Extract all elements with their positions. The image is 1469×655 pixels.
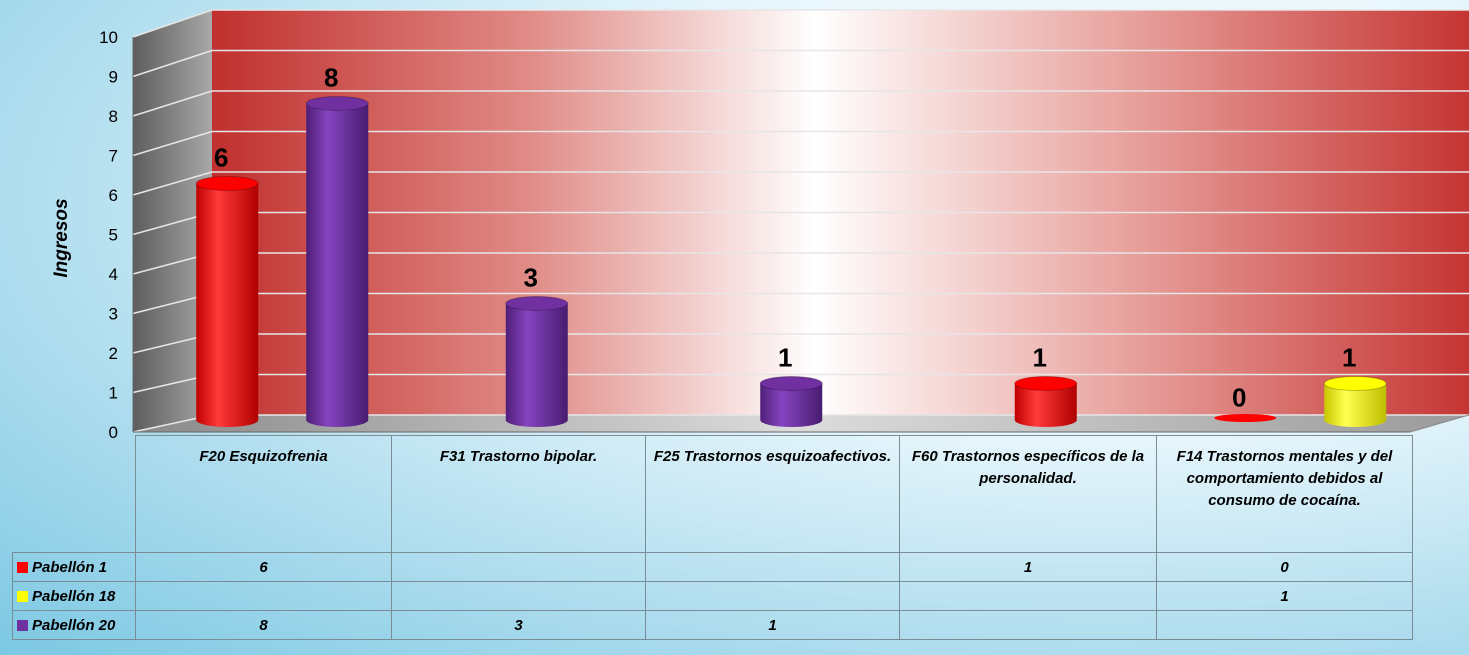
table-cell [899,581,1157,611]
bar-top [1214,414,1277,422]
gridline [132,90,213,117]
table-cell: 6 [135,552,392,582]
y-tick-label: 9 [109,68,118,87]
legend-label: Pabellón 18 [32,587,116,605]
table-cell: 1 [899,552,1157,582]
bar-top [305,96,369,111]
y-tick-label: 1 [109,384,118,403]
table-cell [1156,610,1413,640]
y-tick-label: 10 [99,28,118,47]
category-label: F25 Trastornos esquizoafectivos. [645,435,900,553]
bar-body [196,183,259,427]
category-label: F31 Trastorno bipolar. [391,435,646,553]
gridline [132,9,213,38]
bar-body [760,383,823,428]
gridline [132,171,213,196]
y-tick-labels: 0 1 2 3 4 5 6 7 8 9 10 [99,28,118,440]
table-cell [391,581,646,611]
side-wall [133,10,212,432]
table-cell [645,552,900,582]
bar-top [1323,376,1387,391]
data-label: 3 [524,263,538,293]
category-label: F20 Esquizofrenia [135,435,392,553]
table-row: Pabellón 20 8 3 1 [12,610,1413,640]
y-tick-label: 6 [109,186,118,205]
y-tick-label: 2 [109,344,118,363]
legend-entry: Pabellón 18 [12,581,136,611]
category-label: F14 Trastornos mentales y del comportami… [1156,435,1413,553]
table-row: Pabellón 1 6 1 0 [12,552,1413,582]
bar: 1 [759,343,823,428]
table-cell [645,581,900,611]
bar-body [1014,383,1077,428]
legend-swatch [17,561,28,573]
bar: 3 [505,263,569,428]
category-header-row: F20 Esquizofrenia F31 Trastorno bipolar.… [12,435,1413,553]
table-cell [391,552,646,582]
table-row: Pabellón 18 1 [12,581,1413,611]
legend-entry: Pabellón 20 [12,610,136,640]
legend-swatch [17,619,28,631]
bar-top [1014,376,1078,391]
gridline [132,130,213,157]
gridline [132,49,213,78]
bar-top [505,296,569,311]
legend-label: Pabellón 20 [32,616,116,634]
y-tick-label: 0 [109,423,118,440]
y-axis-title: Ingresos [51,198,72,278]
table-cell [135,581,392,611]
legend-swatch [17,590,28,602]
data-table: F20 Esquizofrenia F31 Trastorno bipolar.… [12,435,1413,640]
y-tick-label: 3 [109,305,118,324]
bars: 6 8 3 1 1 0 1 [195,63,1387,428]
data-label: 6 [214,143,228,173]
bar-body [505,303,568,428]
table-cell: 3 [391,610,646,640]
y-tick-label: 5 [109,226,118,245]
table-cell: 0 [1156,552,1413,582]
legend-entry: Pabellón 1 [12,552,136,582]
y-tick-label: 8 [109,107,118,126]
data-label: 8 [324,63,338,93]
table-corner [12,435,136,553]
gridlines [132,9,1469,433]
legend-label: Pabellón 1 [32,558,108,576]
data-label: 1 [1342,343,1356,373]
bar-body [306,103,369,428]
bar-body [1324,383,1387,428]
table-cell: 8 [135,610,392,640]
y-tick-label: 4 [109,265,118,284]
bar-top [195,176,259,191]
bar: 1 [1014,343,1078,428]
data-label: 1 [778,343,792,373]
bar: 1 [1323,343,1387,428]
data-label: 0 [1232,383,1246,413]
category-label: F60 Trastornos específicos de la persona… [899,435,1157,553]
table-cell: 1 [1156,581,1413,611]
bar: 6 [195,143,259,427]
bar-top [759,376,823,391]
floor-edge [1409,414,1469,433]
bar: 8 [305,63,369,428]
table-cell [899,610,1157,640]
y-tick-label: 7 [109,147,118,166]
table-cell: 1 [645,610,900,640]
bar: 0 [1214,383,1277,422]
data-label: 1 [1033,343,1047,373]
